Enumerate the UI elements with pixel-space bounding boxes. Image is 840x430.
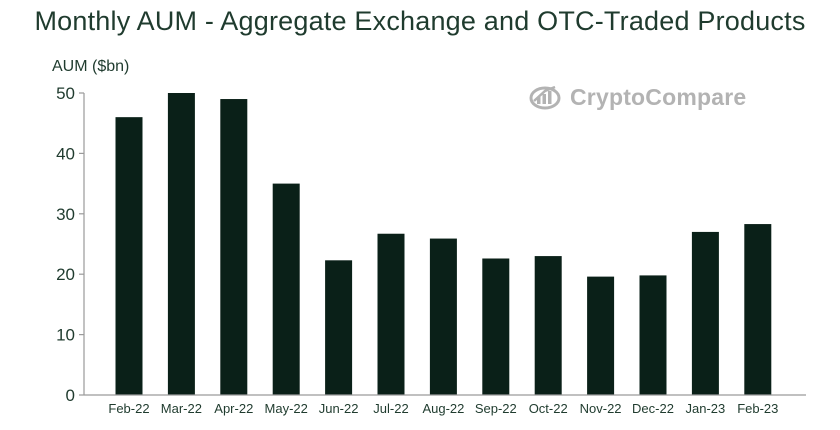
y-tick-label: 20 xyxy=(56,265,75,284)
bar-oct-22 xyxy=(534,256,562,395)
x-tick-label: Jun-22 xyxy=(319,401,359,416)
x-tick-label: Jul-22 xyxy=(373,401,408,416)
x-tick-label: May-22 xyxy=(265,401,308,416)
x-tick-label: Dec-22 xyxy=(632,401,674,416)
bar-feb-22 xyxy=(115,117,143,395)
x-tick-label: Apr-22 xyxy=(214,401,253,416)
bar-dec-22 xyxy=(639,275,667,395)
x-tick-label: Sep-22 xyxy=(475,401,517,416)
crypto-compare-logo: CryptoCompare xyxy=(528,82,746,112)
y-tick-label: 10 xyxy=(56,326,75,345)
bar-feb-23 xyxy=(744,224,772,395)
bar-nov-22 xyxy=(587,276,615,395)
bar-apr-22 xyxy=(220,99,248,395)
x-tick-label: Feb-23 xyxy=(737,401,778,416)
bar-may-22 xyxy=(272,183,300,395)
x-tick-label: Aug-22 xyxy=(422,401,464,416)
y-tick-label: 0 xyxy=(66,386,75,405)
chart-title: Monthly AUM - Aggregate Exchange and OTC… xyxy=(34,6,806,36)
bar-mar-22 xyxy=(167,93,195,395)
logo-text: CryptoCompare xyxy=(570,83,747,110)
bar-aug-22 xyxy=(429,238,457,395)
x-tick-label: Feb-22 xyxy=(108,401,149,416)
crypto-compare-logo-icon xyxy=(529,85,561,110)
y-tick-label: 50 xyxy=(56,84,75,103)
bar-jun-22 xyxy=(325,260,353,395)
bar-jul-22 xyxy=(377,233,405,395)
x-tick-label: Mar-22 xyxy=(161,401,202,416)
bar-jan-23 xyxy=(691,231,719,395)
y-tick-label: 30 xyxy=(56,205,75,224)
y-tick-label: 40 xyxy=(56,144,75,163)
bar-sep-22 xyxy=(482,258,510,395)
x-tick-label: Nov-22 xyxy=(580,401,622,416)
x-tick-label: Jan-23 xyxy=(686,401,726,416)
y-axis-label: AUM ($bn) xyxy=(52,58,130,75)
x-tick-label: Oct-22 xyxy=(529,401,568,416)
